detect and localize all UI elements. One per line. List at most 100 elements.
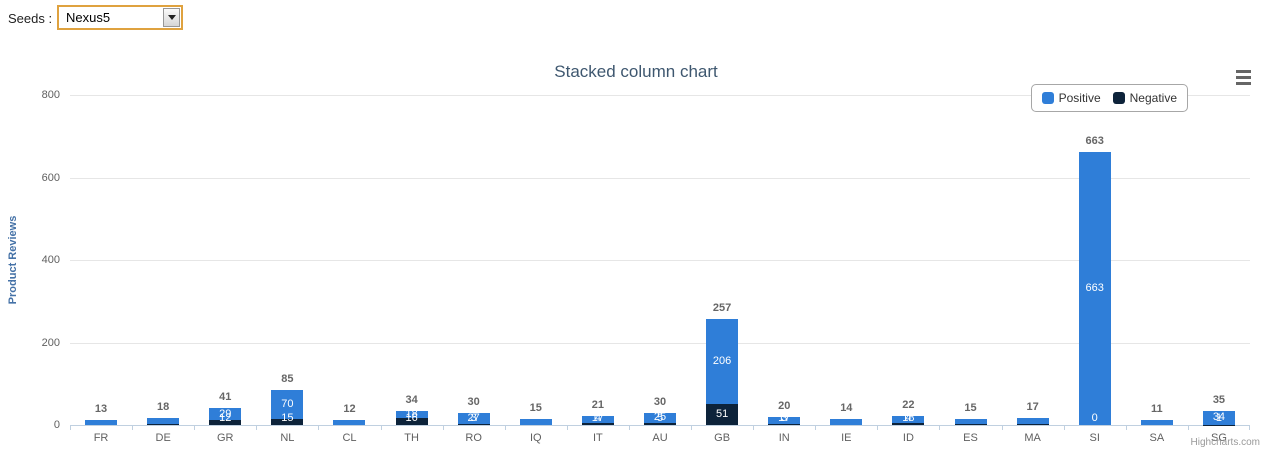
column-th-positive[interactable] xyxy=(395,410,428,419)
seeds-select[interactable]: Nexus5 xyxy=(57,5,183,30)
column-es-positive[interactable] xyxy=(954,418,987,425)
x-axis-label-gr: GR xyxy=(217,432,234,444)
column-sg-positive[interactable] xyxy=(1202,410,1235,425)
column-si-positive[interactable] xyxy=(1078,151,1111,425)
stack-total-label: 18 xyxy=(157,400,170,413)
column-ro-positive[interactable] xyxy=(457,412,490,424)
y-axis-label: 0 xyxy=(53,419,60,431)
export-menu-button[interactable] xyxy=(1231,66,1255,88)
axis-tick xyxy=(318,425,319,430)
y-axis-label: 200 xyxy=(41,336,60,349)
stack-total-label: 12 xyxy=(343,403,356,416)
column-au-positive[interactable] xyxy=(644,412,676,423)
stack-total-label: 35 xyxy=(1212,393,1226,406)
column-ie-positive[interactable] xyxy=(830,419,863,425)
legend-item-negative[interactable]: Negative xyxy=(1112,91,1177,105)
x-axis-label-de: DE xyxy=(155,432,171,444)
axis-tick xyxy=(1064,425,1065,430)
column-id-positive[interactable] xyxy=(892,415,925,424)
x-axis-label-th: TH xyxy=(404,432,419,444)
axis-tick xyxy=(629,425,630,430)
negative-swatch-icon xyxy=(1112,92,1125,104)
legend-label-negative: Negative xyxy=(1129,91,1177,105)
hamburger-icon xyxy=(1235,75,1251,79)
hamburger-icon xyxy=(1235,81,1251,85)
column-cl-positive[interactable] xyxy=(333,420,366,425)
stack-total-label: 85 xyxy=(281,372,294,385)
column-in-positive[interactable] xyxy=(768,416,801,424)
column-de-negative[interactable] xyxy=(147,424,180,425)
stack-total-label: 15 xyxy=(529,401,542,414)
column-sa-positive[interactable] xyxy=(1140,420,1173,425)
x-axis-label-es: ES xyxy=(963,432,978,444)
axis-tick xyxy=(877,425,878,430)
column-au-negative[interactable] xyxy=(644,422,676,425)
column-gb-negative[interactable] xyxy=(706,403,739,425)
axis-tick xyxy=(443,425,444,430)
stack-total-label: 20 xyxy=(778,399,791,412)
gridline xyxy=(70,260,1250,261)
column-gb-positive[interactable] xyxy=(706,319,739,404)
column-it-negative[interactable] xyxy=(581,423,614,425)
legend: Positive Negative xyxy=(1030,84,1188,112)
x-axis-label-si: SI xyxy=(1089,432,1100,444)
axis-tick xyxy=(132,425,133,430)
column-gr-positive[interactable] xyxy=(209,408,242,421)
axis-tick xyxy=(70,425,71,430)
legend-item-positive[interactable]: Positive xyxy=(1041,91,1101,105)
axis-tick xyxy=(815,425,816,430)
column-ma-negative[interactable] xyxy=(1016,424,1049,425)
column-es-negative[interactable] xyxy=(954,424,987,425)
stack-total-label: 34 xyxy=(405,393,418,406)
stack-total-label: 11 xyxy=(1151,403,1163,416)
axis-tick xyxy=(1249,425,1250,430)
stack-total-label: 41 xyxy=(219,391,232,404)
column-nl-negative[interactable] xyxy=(271,418,304,425)
plot-area: 0 200 400 600 800 FR 13 DE 18 GR 41 29 12 NL 85 70 15 CL 1… xyxy=(42,90,1250,444)
stack-total-label: 257 xyxy=(712,302,732,314)
stack-total-label: 13 xyxy=(94,402,108,415)
gridline xyxy=(70,342,1250,344)
column-in-negative[interactable] xyxy=(768,423,801,425)
column-id-negative[interactable] xyxy=(892,423,925,425)
column-de-positive[interactable] xyxy=(147,417,180,425)
axis-tick xyxy=(505,425,506,430)
axis-tick xyxy=(1002,425,1003,430)
dropdown-arrow-button[interactable] xyxy=(163,8,180,27)
stack-total-label: 14 xyxy=(840,402,853,415)
gridline xyxy=(70,177,1250,179)
axis-tick xyxy=(1188,425,1189,430)
y-axis-label: 800 xyxy=(41,89,60,101)
axis-tick xyxy=(567,425,568,430)
column-th-negative[interactable] xyxy=(395,418,428,425)
axis-tick xyxy=(691,425,692,430)
credits-link[interactable]: Highcharts.com xyxy=(1190,437,1260,448)
stack-total-label: 15 xyxy=(964,401,977,414)
x-axis-label-ma: MA xyxy=(1024,432,1041,444)
x-axis-label-nl: NL xyxy=(280,432,295,444)
seeds-label: Seeds : xyxy=(8,11,53,26)
axis-tick xyxy=(1126,425,1127,430)
column-ro-negative[interactable] xyxy=(457,423,490,425)
x-axis-label-iq: IQ xyxy=(529,432,542,444)
legend-label-positive: Positive xyxy=(1058,91,1101,105)
chart-title: Stacked column chart xyxy=(554,62,718,81)
axis-tick xyxy=(194,425,195,430)
axis-tick xyxy=(939,425,940,430)
column-fr-positive[interactable] xyxy=(85,419,118,425)
positive-swatch-icon xyxy=(1041,92,1054,104)
x-axis-label-sa: SA xyxy=(1149,432,1165,444)
chevron-down-icon xyxy=(167,15,176,20)
axis-tick xyxy=(381,425,382,430)
column-ma-positive[interactable] xyxy=(1016,418,1049,425)
column-it-positive[interactable] xyxy=(581,416,614,424)
x-axis-label-ie: IE xyxy=(841,432,852,444)
column-gr-negative[interactable] xyxy=(209,420,242,425)
x-axis-label-sg: SG xyxy=(1210,432,1227,444)
x-axis-label-fr: FR xyxy=(93,432,109,444)
column-iq-positive[interactable] xyxy=(519,418,552,425)
x-axis-label-gb: GB xyxy=(714,432,731,444)
column-nl-positive[interactable] xyxy=(271,389,304,419)
axis-tick xyxy=(753,425,754,430)
stack-total-label: 21 xyxy=(591,399,605,412)
